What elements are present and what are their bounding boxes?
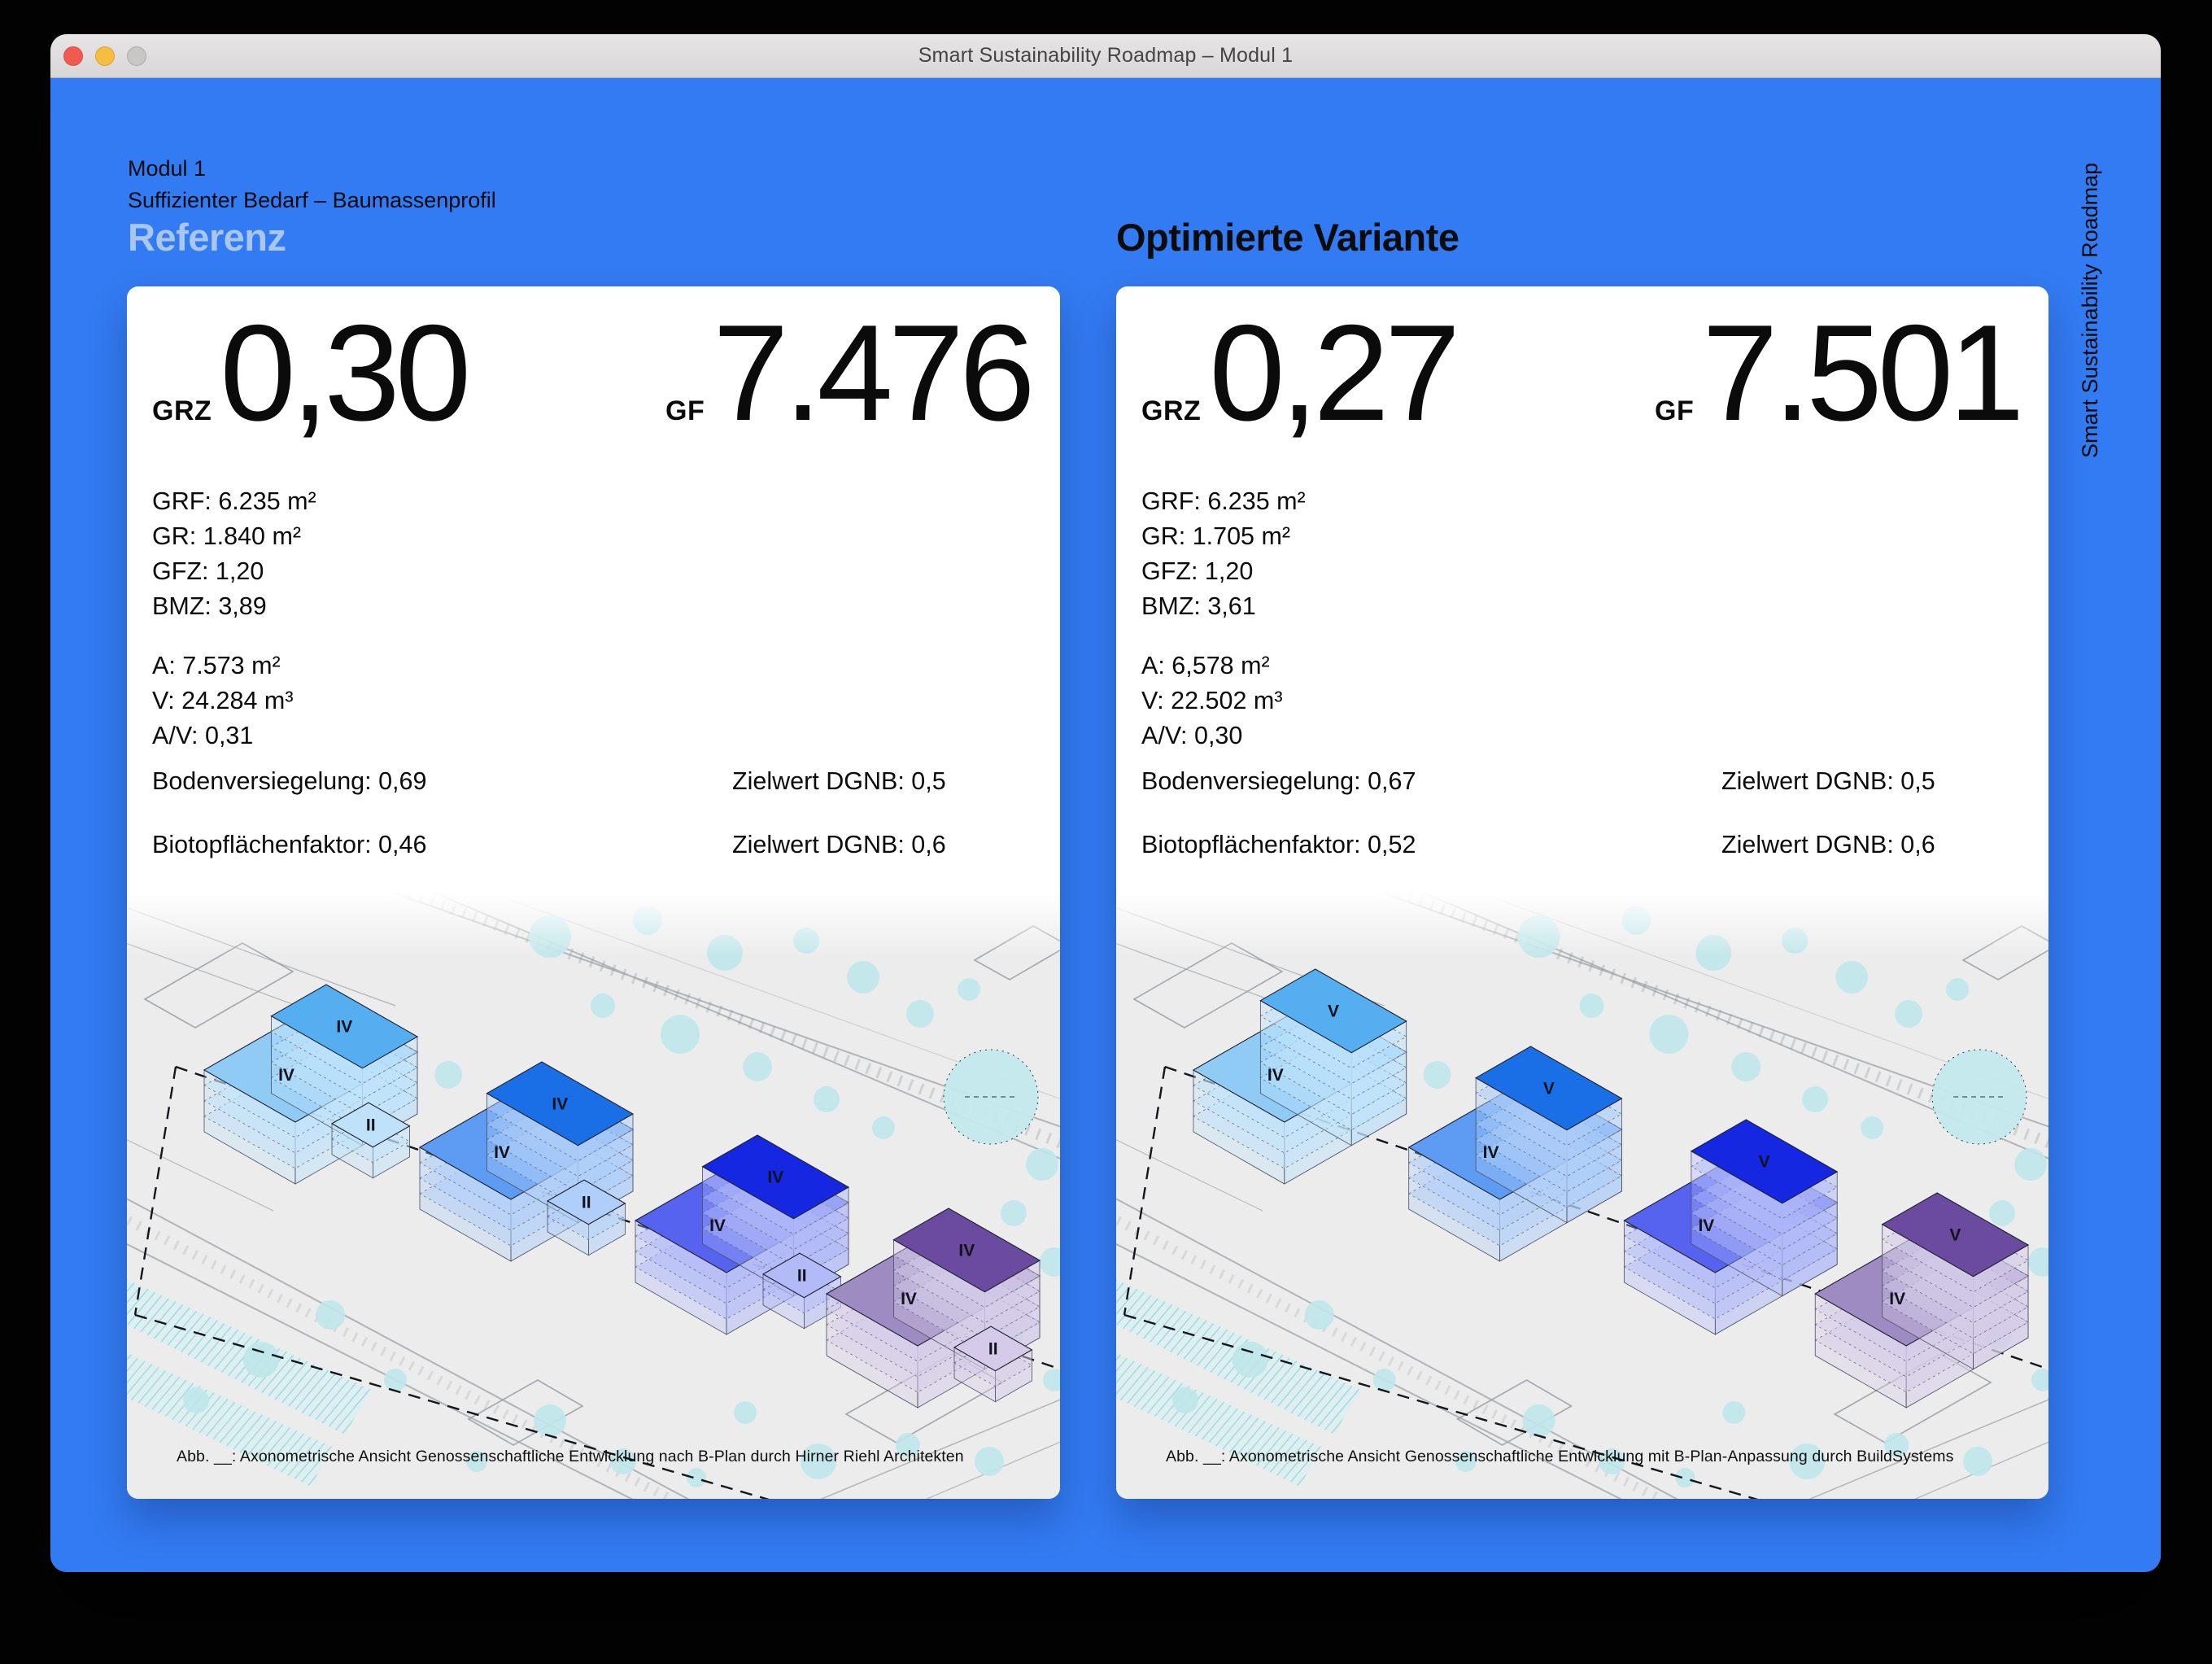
detail-line: V: 24.284 m³ <box>152 687 294 714</box>
close-traffic-light-icon[interactable] <box>63 46 83 66</box>
building-level-label: IV <box>1267 1066 1284 1085</box>
detail-line: GRF: 6.235 m² <box>1141 487 1306 515</box>
figure-caption: Abb. __: Axonometrische Ansicht Genossen… <box>177 1448 964 1465</box>
grz-value: 0,30 <box>220 296 471 449</box>
site-plan-right: IV V IV V IV V IV V <box>1116 892 2048 1499</box>
grz-metric: GRZ 0,30 <box>152 296 471 449</box>
detail-line: BMZ: 3,61 <box>1141 592 1256 620</box>
app-window: Smart Sustainability Roadmap – Modul 1 M… <box>50 34 2161 1572</box>
building-level-label: IV <box>494 1143 510 1162</box>
gf-label: GF <box>1655 395 1695 426</box>
detail-line: V: 22.502 m³ <box>1141 687 1283 714</box>
metrics-row: GRZ 0,27 GF 7.501 <box>1141 296 2025 455</box>
volume-details: A: 6,578 m² V: 22.502 m³ A/V: 0,30 <box>1141 649 1282 753</box>
sealing-value: Bodenversiegelung: 0,69 <box>152 767 427 795</box>
detail-line: GR: 1.840 m² <box>152 522 302 550</box>
sealing-target: Zielwert DGNB: 0,5 <box>732 767 946 795</box>
biotope-row: Biotopflächenfaktor: 0,52 Zielwert DGNB:… <box>1141 830 2023 859</box>
grz-value: 0,27 <box>1209 296 1460 449</box>
biotope-target: Zielwert DGNB: 0,6 <box>1721 831 1935 858</box>
site-plan-drawing: IV V IV V IV V IV V <box>1192 968 2030 1409</box>
window-controls <box>63 46 146 66</box>
sealing-row: Bodenversiegelung: 0,69 Zielwert DGNB: 0… <box>152 766 1035 796</box>
sealing-target: Zielwert DGNB: 0,5 <box>1721 767 1935 795</box>
vertical-roadmap-label: Smart Sustainability Roadmap <box>2078 162 2102 458</box>
section-heading-optimized: Optimierte Variante <box>1116 216 1459 259</box>
building-level-label: IV <box>1483 1143 1499 1162</box>
building-level-label: IV <box>709 1216 726 1235</box>
building-level-label: IV <box>1889 1290 1905 1308</box>
section-heading-reference: Referenz <box>128 216 286 259</box>
building-level-label: V <box>1543 1079 1555 1098</box>
detail-line: A/V: 0,30 <box>1141 722 1243 749</box>
gf-metric: GF 7.501 <box>1655 296 2025 449</box>
gf-metric: GF 7.476 <box>665 296 1036 449</box>
volume-details: A: 7.573 m² V: 24.284 m³ A/V: 0,31 <box>152 649 293 753</box>
zoom-traffic-light-icon[interactable] <box>127 46 146 66</box>
page-content: Modul 1 Suffizienter Bedarf – Baumassenp… <box>50 78 2161 1572</box>
building-level-label: IV <box>336 1017 352 1036</box>
building-level-label: IV <box>552 1094 568 1113</box>
reference-card: GRZ 0,30 GF 7.476 GRF: 6.235 m² GR: 1.84… <box>127 286 1060 1499</box>
detail-line: BMZ: 3,89 <box>152 592 267 620</box>
building-level-label: V <box>1759 1152 1770 1171</box>
grz-label: GRZ <box>152 395 212 426</box>
detail-line: GR: 1.705 m² <box>1141 522 1291 550</box>
building-level-label: IV <box>958 1241 975 1260</box>
building-level-label: IV <box>278 1066 294 1085</box>
biotope-target: Zielwert DGNB: 0,6 <box>732 831 946 858</box>
detail-line: A: 7.573 m² <box>152 652 281 679</box>
grz-metric: GRZ 0,27 <box>1141 296 1460 449</box>
site-plan-figure: IV IV II IV IV II IV IV II IV IV II Abb. __: Axonom… <box>127 892 1060 1499</box>
building-level-label: V <box>1949 1225 1961 1244</box>
building-level-label: IV <box>767 1168 783 1186</box>
module-label: Modul 1 <box>128 156 207 181</box>
building-level-label: II <box>988 1339 998 1358</box>
page-header: Modul 1 Suffizienter Bedarf – Baumassenp… <box>128 153 496 216</box>
sealing-value: Bodenversiegelung: 0,67 <box>1141 767 1416 795</box>
figure-caption: Abb. __: Axonometrische Ansicht Genossen… <box>1166 1448 1954 1465</box>
biotope-row: Biotopflächenfaktor: 0,46 Zielwert DGNB:… <box>152 830 1035 859</box>
gf-value: 7.501 <box>1702 296 2024 449</box>
biotope-value: Biotopflächenfaktor: 0,46 <box>152 831 427 858</box>
minimize-traffic-light-icon[interactable] <box>95 46 115 66</box>
detail-line: GFZ: 1,20 <box>152 557 264 585</box>
gf-value: 7.476 <box>713 296 1035 449</box>
biotope-value: Biotopflächenfaktor: 0,52 <box>1141 831 1416 858</box>
building-level-label: II <box>797 1266 807 1285</box>
site-plan-drawing: IV IV II IV IV II IV IV II IV IV II <box>203 984 1041 1409</box>
building-level-label: II <box>366 1116 376 1134</box>
area-details: GRF: 6.235 m² GR: 1.840 m² GFZ: 1,20 BMZ… <box>152 484 316 624</box>
site-plan-left: IV IV II IV IV II IV IV II IV IV II <box>127 892 1060 1499</box>
gf-label: GF <box>665 395 705 426</box>
detail-line: A: 6,578 m² <box>1141 652 1270 679</box>
grz-label: GRZ <box>1141 395 1202 426</box>
sealing-row: Bodenversiegelung: 0,67 Zielwert DGNB: 0… <box>1141 766 2023 796</box>
optimized-card: GRZ 0,27 GF 7.501 GRF: 6.235 m² GR: 1.70… <box>1116 286 2048 1499</box>
title-bar[interactable]: Smart Sustainability Roadmap – Modul 1 <box>50 34 2161 78</box>
building-level-label: IV <box>1698 1216 1714 1235</box>
building-level-label: IV <box>901 1290 917 1308</box>
detail-line: GRF: 6.235 m² <box>152 487 316 515</box>
module-subtitle: Suffizienter Bedarf – Baumassenprofil <box>128 188 496 212</box>
detail-line: A/V: 0,31 <box>152 722 254 749</box>
window-title: Smart Sustainability Roadmap – Modul 1 <box>918 44 1294 67</box>
building-level-label: V <box>1328 1002 1339 1020</box>
metrics-row: GRZ 0,30 GF 7.476 <box>152 296 1036 455</box>
area-details: GRF: 6.235 m² GR: 1.705 m² GFZ: 1,20 BMZ… <box>1141 484 1306 624</box>
building-level-label: II <box>582 1193 591 1212</box>
site-plan-figure: IV V IV V IV V IV V Abb. __: Axonometrische Ans… <box>1116 892 2048 1499</box>
detail-line: GFZ: 1,20 <box>1141 557 1254 585</box>
